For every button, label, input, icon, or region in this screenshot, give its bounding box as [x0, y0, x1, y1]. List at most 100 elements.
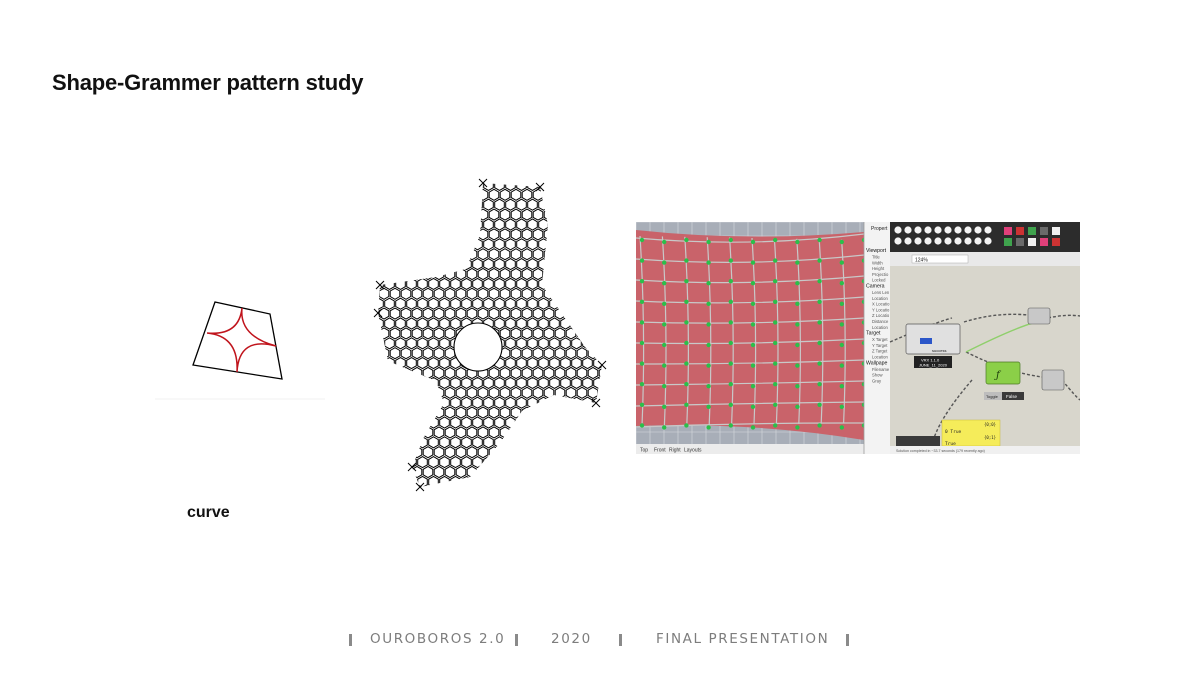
pattern-cell — [516, 277, 527, 290]
pattern-cell — [450, 258, 461, 271]
pattern-cell — [444, 406, 456, 419]
pattern-cell — [352, 239, 362, 250]
pattern-cell — [439, 475, 450, 487]
surface-node — [839, 301, 844, 306]
pattern-cell — [510, 287, 522, 300]
slide-footer: OUROBOROS 2.0 2020 FINAL PRESENTATION — [0, 630, 1200, 650]
pattern-cell — [378, 208, 379, 221]
pattern-cell — [455, 485, 467, 487]
surface-node — [795, 301, 800, 306]
pattern-cell — [554, 426, 566, 439]
pattern-cell — [378, 366, 390, 380]
pattern-cell — [439, 317, 450, 330]
pattern-cell — [455, 426, 467, 439]
pattern-cell — [576, 446, 588, 459]
pattern-cell — [582, 297, 593, 310]
pattern-cell — [378, 317, 384, 330]
pattern-cell — [621, 407, 625, 418]
pattern-cell — [444, 267, 456, 281]
surface-node — [684, 340, 689, 346]
pattern-cell — [378, 485, 379, 487]
pattern-cell — [417, 436, 428, 449]
pattern-cell — [472, 258, 483, 271]
pattern-cell — [378, 465, 390, 479]
pattern-cell — [439, 456, 450, 469]
pattern-cell — [357, 288, 367, 299]
pattern-cell — [400, 307, 412, 320]
pattern-cell — [549, 238, 560, 251]
pattern-cell — [510, 327, 522, 340]
pattern-cell — [494, 475, 505, 487]
pattern-cell — [395, 475, 406, 487]
pattern-cell — [532, 248, 544, 261]
pattern-cell — [384, 277, 395, 290]
pattern-cell — [616, 278, 625, 289]
pattern-cell — [395, 416, 406, 429]
pattern-cell — [610, 486, 620, 497]
pattern-cell — [587, 188, 599, 201]
pattern-cell — [610, 229, 620, 240]
pattern-cell — [456, 175, 466, 181]
pattern-cell — [521, 307, 533, 320]
pattern-cell — [616, 457, 625, 468]
pattern-cell — [439, 238, 450, 251]
pattern-cell — [499, 485, 511, 487]
pattern-cell — [521, 446, 533, 459]
pattern-cell — [357, 486, 367, 497]
pattern-cell — [341, 476, 351, 487]
surface-node — [639, 237, 645, 243]
pattern-cell — [433, 208, 445, 221]
pattern-cell — [363, 259, 373, 270]
pattern-cell — [417, 183, 428, 191]
surface-node — [839, 260, 844, 265]
panel-section: Wallpape — [866, 360, 888, 366]
pattern-cell — [406, 258, 417, 271]
properties-tab: Propert — [871, 226, 888, 232]
pattern-cell — [411, 307, 423, 320]
surface-node — [728, 423, 733, 428]
pattern-cell — [533, 175, 543, 181]
pattern-cell — [450, 436, 461, 449]
pattern-cell — [543, 248, 555, 261]
pattern-cell — [488, 307, 500, 320]
pattern-cell — [378, 396, 384, 409]
pattern-cell — [433, 228, 445, 241]
gh-status-bar — [890, 446, 1080, 454]
pattern-cell — [422, 366, 434, 380]
pattern-cell — [527, 238, 538, 251]
pattern-cell — [565, 228, 577, 241]
pattern-cell — [422, 248, 434, 261]
pattern-cell — [549, 456, 560, 469]
pattern-cell — [543, 426, 555, 439]
surface-node — [817, 382, 822, 387]
surface-node — [684, 382, 689, 387]
pattern-cell — [621, 387, 625, 398]
pattern-cell — [571, 218, 582, 231]
pattern-cell — [499, 188, 511, 201]
pattern-cell — [538, 317, 549, 330]
pattern-cell — [554, 446, 566, 459]
pattern-cell — [433, 307, 445, 320]
pattern-cell — [396, 496, 406, 507]
pattern-cell — [527, 376, 538, 389]
pattern-cell — [400, 406, 412, 419]
pattern-cell — [378, 347, 379, 360]
pattern-cell — [505, 396, 516, 409]
pattern-cell — [488, 485, 500, 487]
pattern-cell — [477, 406, 489, 419]
pattern-cell — [346, 288, 356, 299]
toolbar-icon — [1052, 238, 1060, 246]
surface-node — [750, 404, 756, 409]
surface-node — [728, 258, 733, 263]
pattern-cell — [605, 457, 615, 468]
pattern-cell — [428, 297, 439, 310]
pattern-cell — [605, 437, 615, 448]
pattern-cell — [444, 208, 456, 221]
pattern-cell — [598, 406, 602, 419]
pattern-cell — [538, 416, 549, 429]
pattern-cell — [363, 377, 373, 388]
pattern-cell — [576, 248, 588, 261]
pattern-cell — [477, 287, 489, 300]
pattern-cell — [433, 347, 445, 360]
pattern-cell — [587, 485, 599, 487]
